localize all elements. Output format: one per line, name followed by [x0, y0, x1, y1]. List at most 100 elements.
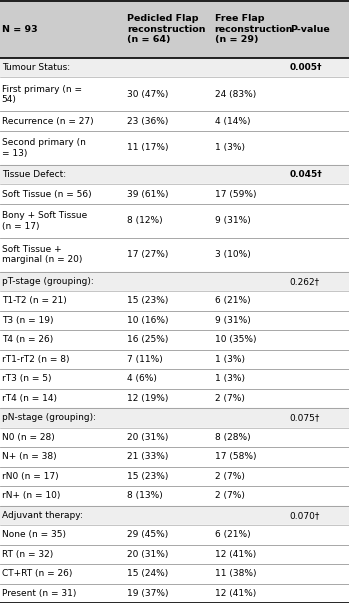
- Text: 17 (58%): 17 (58%): [215, 452, 256, 461]
- Text: 1 (3%): 1 (3%): [215, 374, 245, 384]
- Bar: [0, 545, 349, 564]
- Bar: [0, 58, 349, 78]
- Text: Bony + Soft Tissue
(n = 17): Bony + Soft Tissue (n = 17): [2, 211, 87, 230]
- Text: rT4 (n = 14): rT4 (n = 14): [2, 394, 57, 403]
- Text: P-value: P-value: [290, 25, 329, 34]
- Text: 3 (10%): 3 (10%): [215, 250, 250, 259]
- Text: RT (n = 32): RT (n = 32): [2, 550, 53, 559]
- Bar: [0, 525, 349, 545]
- Text: rN0 (n = 17): rN0 (n = 17): [2, 472, 58, 481]
- Text: 10 (16%): 10 (16%): [127, 316, 169, 325]
- Text: 4 (6%): 4 (6%): [127, 374, 157, 384]
- Text: 6 (21%): 6 (21%): [215, 297, 250, 306]
- Bar: [0, 185, 349, 204]
- Bar: [0, 0, 349, 58]
- Text: N0 (n = 28): N0 (n = 28): [2, 433, 54, 442]
- Text: T4 (n = 26): T4 (n = 26): [2, 335, 53, 344]
- Text: CT+RT (n = 26): CT+RT (n = 26): [2, 569, 72, 578]
- Text: 39 (61%): 39 (61%): [127, 189, 169, 198]
- Bar: [0, 369, 349, 389]
- Text: 17 (27%): 17 (27%): [127, 250, 169, 259]
- Bar: [0, 330, 349, 350]
- Text: 20 (31%): 20 (31%): [127, 550, 169, 559]
- Text: 7 (11%): 7 (11%): [127, 355, 163, 364]
- Text: 12 (19%): 12 (19%): [127, 394, 169, 403]
- Text: 16 (25%): 16 (25%): [127, 335, 169, 344]
- Text: 20 (31%): 20 (31%): [127, 433, 169, 442]
- Text: rT3 (n = 5): rT3 (n = 5): [2, 374, 51, 384]
- Text: 9 (31%): 9 (31%): [215, 216, 250, 226]
- Text: pN-stage (grouping):: pN-stage (grouping):: [2, 414, 96, 422]
- Text: Second primary (n
= 13): Second primary (n = 13): [2, 138, 86, 157]
- Text: T1-T2 (n = 21): T1-T2 (n = 21): [2, 297, 67, 306]
- Text: 11 (38%): 11 (38%): [215, 569, 256, 578]
- Text: 10 (35%): 10 (35%): [215, 335, 256, 344]
- Text: 15 (23%): 15 (23%): [127, 472, 169, 481]
- Text: 1 (3%): 1 (3%): [215, 355, 245, 364]
- Text: N+ (n = 38): N+ (n = 38): [2, 452, 57, 461]
- Bar: [0, 311, 349, 330]
- Text: 8 (12%): 8 (12%): [127, 216, 163, 226]
- Text: 15 (23%): 15 (23%): [127, 297, 169, 306]
- Bar: [0, 165, 349, 185]
- Text: T3 (n = 19): T3 (n = 19): [2, 316, 53, 325]
- Text: 12 (41%): 12 (41%): [215, 550, 256, 559]
- Text: 11 (17%): 11 (17%): [127, 144, 169, 153]
- Text: Tissue Defect:: Tissue Defect:: [2, 170, 66, 179]
- Text: Recurrence (n = 27): Recurrence (n = 27): [2, 116, 94, 125]
- Bar: [0, 291, 349, 311]
- Text: 8 (28%): 8 (28%): [215, 433, 250, 442]
- Text: 9 (31%): 9 (31%): [215, 316, 250, 325]
- Text: 6 (21%): 6 (21%): [215, 530, 250, 539]
- Bar: [0, 131, 349, 165]
- Bar: [0, 350, 349, 369]
- Text: Pedicled Flap
reconstruction
(n = 64): Pedicled Flap reconstruction (n = 64): [127, 14, 206, 44]
- Text: Present (n = 31): Present (n = 31): [2, 589, 76, 598]
- Text: 15 (24%): 15 (24%): [127, 569, 169, 578]
- Text: 4 (14%): 4 (14%): [215, 116, 250, 125]
- Text: Soft Tissue +
marginal (n = 20): Soft Tissue + marginal (n = 20): [2, 245, 82, 265]
- Bar: [0, 505, 349, 525]
- Text: Adjuvant therapy:: Adjuvant therapy:: [2, 511, 83, 520]
- Text: rT1-rT2 (n = 8): rT1-rT2 (n = 8): [2, 355, 69, 364]
- Bar: [0, 428, 349, 447]
- Text: pT-stage (grouping):: pT-stage (grouping):: [2, 277, 94, 286]
- Text: First primary (n =
54): First primary (n = 54): [2, 85, 82, 104]
- Text: 12 (41%): 12 (41%): [215, 589, 256, 598]
- Text: 21 (33%): 21 (33%): [127, 452, 169, 461]
- Bar: [0, 389, 349, 408]
- Bar: [0, 486, 349, 505]
- Text: 29 (45%): 29 (45%): [127, 530, 169, 539]
- Text: Tumour Status:: Tumour Status:: [2, 63, 70, 72]
- Text: 2 (7%): 2 (7%): [215, 394, 245, 403]
- Bar: [0, 408, 349, 428]
- Text: N = 93: N = 93: [2, 25, 37, 34]
- Bar: [0, 112, 349, 131]
- Text: 0.262†: 0.262†: [290, 277, 320, 286]
- Text: 8 (13%): 8 (13%): [127, 491, 163, 500]
- Text: 0.045†: 0.045†: [290, 170, 322, 179]
- Text: 2 (7%): 2 (7%): [215, 491, 245, 500]
- Text: None (n = 35): None (n = 35): [2, 530, 66, 539]
- Bar: [0, 272, 349, 291]
- Text: 24 (83%): 24 (83%): [215, 90, 256, 99]
- Bar: [0, 447, 349, 467]
- Text: 19 (37%): 19 (37%): [127, 589, 169, 598]
- Bar: [0, 238, 349, 272]
- Text: 0.075†: 0.075†: [290, 414, 320, 422]
- Text: Free Flap
reconstruction
(n = 29): Free Flap reconstruction (n = 29): [215, 14, 293, 44]
- Text: rN+ (n = 10): rN+ (n = 10): [2, 491, 60, 500]
- Bar: [0, 584, 349, 603]
- Text: 1 (3%): 1 (3%): [215, 144, 245, 153]
- Text: 30 (47%): 30 (47%): [127, 90, 169, 99]
- Text: 2 (7%): 2 (7%): [215, 472, 245, 481]
- Text: 17 (59%): 17 (59%): [215, 189, 256, 198]
- Bar: [0, 564, 349, 584]
- Text: 0.070†: 0.070†: [290, 511, 320, 520]
- Bar: [0, 204, 349, 238]
- Bar: [0, 78, 349, 112]
- Text: 23 (36%): 23 (36%): [127, 116, 169, 125]
- Text: Soft Tissue (n = 56): Soft Tissue (n = 56): [2, 189, 91, 198]
- Bar: [0, 467, 349, 486]
- Text: 0.005†: 0.005†: [290, 63, 322, 72]
